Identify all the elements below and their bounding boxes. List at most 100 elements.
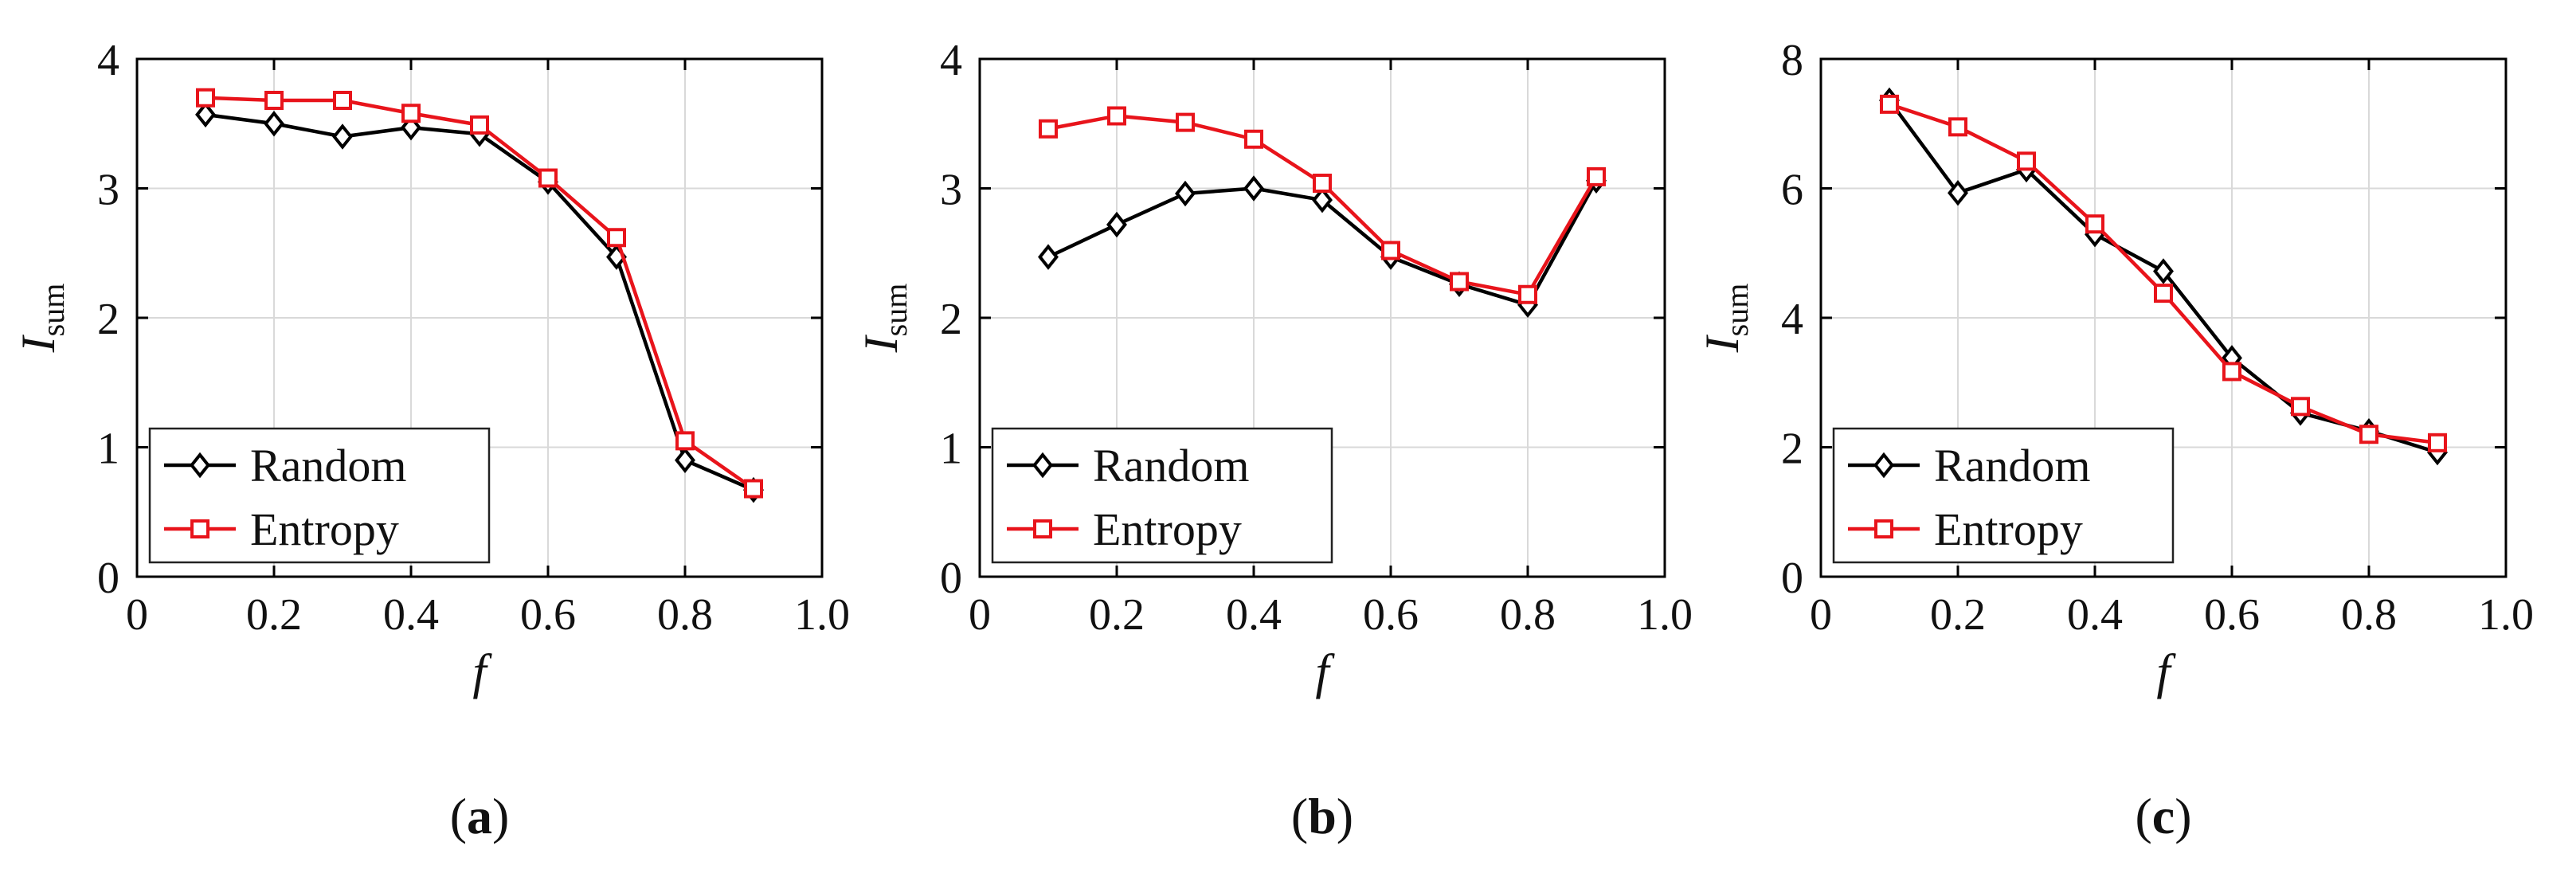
data-point-diamond: [264, 111, 284, 137]
y-tick-label: 4: [97, 36, 119, 85]
x-tick-label: 1.0: [1637, 590, 1693, 640]
data-point-square: [1176, 112, 1195, 132]
data-point-square: [333, 91, 352, 110]
data-point-diamond: [1312, 186, 1333, 213]
y-tick-label: 4: [940, 36, 962, 85]
caption-open: (: [1291, 788, 1308, 844]
data-point-diamond: [1873, 452, 1894, 479]
data-point-square: [196, 88, 215, 108]
legend-box: [991, 427, 1333, 564]
data-point-square: [2017, 151, 2036, 171]
y-tick-label: 2: [97, 295, 119, 344]
x-tick-label: 0.6: [2204, 590, 2260, 640]
y-axis-label-main: I: [855, 334, 907, 353]
data-point-square: [675, 431, 695, 451]
data-point-square: [2154, 284, 2173, 303]
legend-label: Entropy: [1934, 503, 2083, 555]
data-point-square: [1039, 119, 1058, 139]
data-point-diamond: [332, 123, 353, 150]
legend-label: Random: [1093, 440, 1250, 491]
data-point-square: [264, 91, 284, 110]
data-point-square: [1244, 129, 1263, 149]
x-axis-label: f: [472, 645, 492, 699]
data-point-diamond: [1175, 180, 1196, 207]
x-tick-label: 0: [969, 590, 991, 640]
data-point-square: [607, 228, 626, 248]
caption-close: ): [1337, 788, 1353, 844]
x-tick-label: 0: [1810, 590, 1832, 640]
data-point-diamond: [1106, 211, 1127, 238]
legend: Random Entropy: [991, 427, 1333, 564]
data-point-square: [2428, 433, 2447, 452]
data-point-square: [2291, 397, 2310, 417]
x-tick-label: 0.2: [246, 590, 302, 640]
y-tick-label: 1: [940, 425, 962, 474]
series-entropy: [196, 88, 763, 499]
legend: Random Entropy: [148, 427, 491, 564]
caption-close: ): [2175, 788, 2191, 844]
data-point-square: [1381, 241, 1400, 260]
y-tick-label: 2: [1781, 425, 1803, 474]
caption-close: ): [492, 788, 509, 844]
data-point-square: [470, 115, 489, 135]
x-tick-label: 0.8: [657, 590, 713, 640]
caption-open: (: [2135, 788, 2151, 844]
y-axis-label-main: I: [12, 334, 65, 353]
x-axis-label: f: [1315, 645, 1335, 699]
legend-label: Random: [1934, 440, 2091, 491]
x-tick-label: 0.4: [2067, 590, 2123, 640]
legend-label: Entropy: [1093, 503, 1242, 555]
data-point-square: [1587, 166, 1606, 186]
legend-box: [1832, 427, 2175, 564]
data-point-square: [2222, 362, 2241, 382]
y-tick-label: 0: [97, 554, 119, 603]
x-tick-label: 0: [126, 590, 148, 640]
x-tick-label: 0.4: [1226, 590, 1282, 640]
x-tick-label: 0.6: [1363, 590, 1419, 640]
caption-letter: c: [2152, 788, 2175, 844]
data-point-square: [2085, 214, 2104, 234]
y-axis-label-subscript: sum: [1719, 284, 1755, 337]
caption-letter: a: [467, 788, 492, 844]
legend-label: Random: [250, 440, 407, 491]
panel-caption: (a): [450, 788, 510, 844]
y-tick-label: 3: [940, 166, 962, 215]
x-tick-label: 1.0: [794, 590, 850, 640]
y-tick-label: 1: [97, 425, 119, 474]
legend: Random Entropy: [1832, 427, 2175, 564]
data-point-diamond: [1032, 452, 1053, 479]
data-point-square: [1450, 272, 1469, 292]
x-axis-label: f: [2156, 645, 2176, 699]
data-point-square: [190, 519, 209, 538]
y-axis-label: Isum: [855, 284, 914, 354]
legend-label: Entropy: [250, 503, 399, 555]
x-tick-label: 0.8: [1500, 590, 1556, 640]
data-point-square: [538, 168, 558, 188]
data-point-square: [1313, 174, 1332, 193]
series-entropy: [1880, 94, 2447, 452]
data-point-square: [1033, 519, 1052, 538]
chart-panel-b: 0 0.2 0.4 0.6 0.8 1.0 0 1 2 3 4 f Isum Random Entropy: [855, 36, 1693, 699]
x-tick-label: 0.2: [1930, 590, 1986, 640]
chart-panel-c: 0 0.2 0.4 0.6 0.8 1.0 0 2 4 6 8 f Isum Random Entropy: [1696, 36, 2534, 699]
y-axis-label: Isum: [1696, 284, 1755, 354]
y-tick-label: 8: [1781, 36, 1803, 85]
x-tick-label: 0.2: [1089, 590, 1145, 640]
y-axis-label-main: I: [1696, 334, 1748, 353]
data-point-diamond: [1038, 244, 1059, 270]
data-point-square: [744, 479, 763, 499]
data-point-diamond: [190, 452, 210, 479]
y-tick-label: 0: [940, 554, 962, 603]
y-tick-label: 6: [1781, 166, 1803, 215]
series-random: [1879, 87, 2448, 466]
data-point-diamond: [1948, 179, 1968, 206]
data-point-square: [1948, 117, 1967, 137]
caption-letter: b: [1308, 788, 1337, 844]
y-tick-label: 0: [1781, 554, 1803, 603]
data-point-square: [401, 104, 421, 123]
chart-panel-a: 0 0.2 0.4 0.6 0.8 1.0 0 1 2 3 4 f Isum Random Entropy: [12, 36, 850, 699]
caption-open: (: [450, 788, 467, 844]
y-axis-label-subscript: sum: [35, 284, 71, 337]
data-point-diamond: [2153, 258, 2174, 284]
